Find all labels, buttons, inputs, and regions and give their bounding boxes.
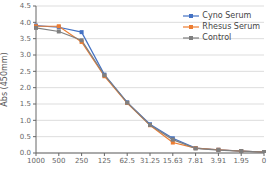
svg-text:250: 250 (75, 157, 88, 165)
html-text:Control: Control (202, 33, 232, 42)
svg-text:31.25: 31.25 (140, 157, 160, 165)
svg-text:15.63: 15.63 (163, 157, 183, 165)
svg-text:0.0: 0.0 (20, 149, 31, 157)
svg-text:2.5: 2.5 (20, 68, 31, 76)
svg-text:0: 0 (262, 157, 266, 165)
svg-text:3.91: 3.91 (211, 157, 227, 165)
svg-text:62.5: 62.5 (119, 157, 135, 165)
html-text:Cyno Serum: Cyno Serum (202, 11, 252, 20)
svg-text:3.0: 3.0 (20, 51, 31, 59)
svg-text:Abs (450mm): Abs (450mm) (8, 52, 9, 106)
svg-text:500: 500 (52, 157, 65, 165)
svg-text:1.5: 1.5 (20, 100, 31, 108)
svg-text:125: 125 (98, 157, 111, 165)
svg-text:1.0: 1.0 (20, 117, 31, 125)
svg-text:7.81: 7.81 (188, 157, 204, 165)
svg-text:1000: 1000 (27, 157, 45, 165)
svg-text:3.5: 3.5 (20, 35, 31, 43)
svg-text:4.5: 4.5 (20, 2, 31, 10)
svg-text:0.5: 0.5 (20, 133, 31, 141)
svg-text:1.95: 1.95 (233, 157, 249, 165)
svg-text:4.0: 4.0 (20, 19, 31, 27)
svg-text:2.0: 2.0 (20, 84, 31, 92)
html-text:Rhesus Serum: Rhesus Serum (202, 22, 260, 31)
